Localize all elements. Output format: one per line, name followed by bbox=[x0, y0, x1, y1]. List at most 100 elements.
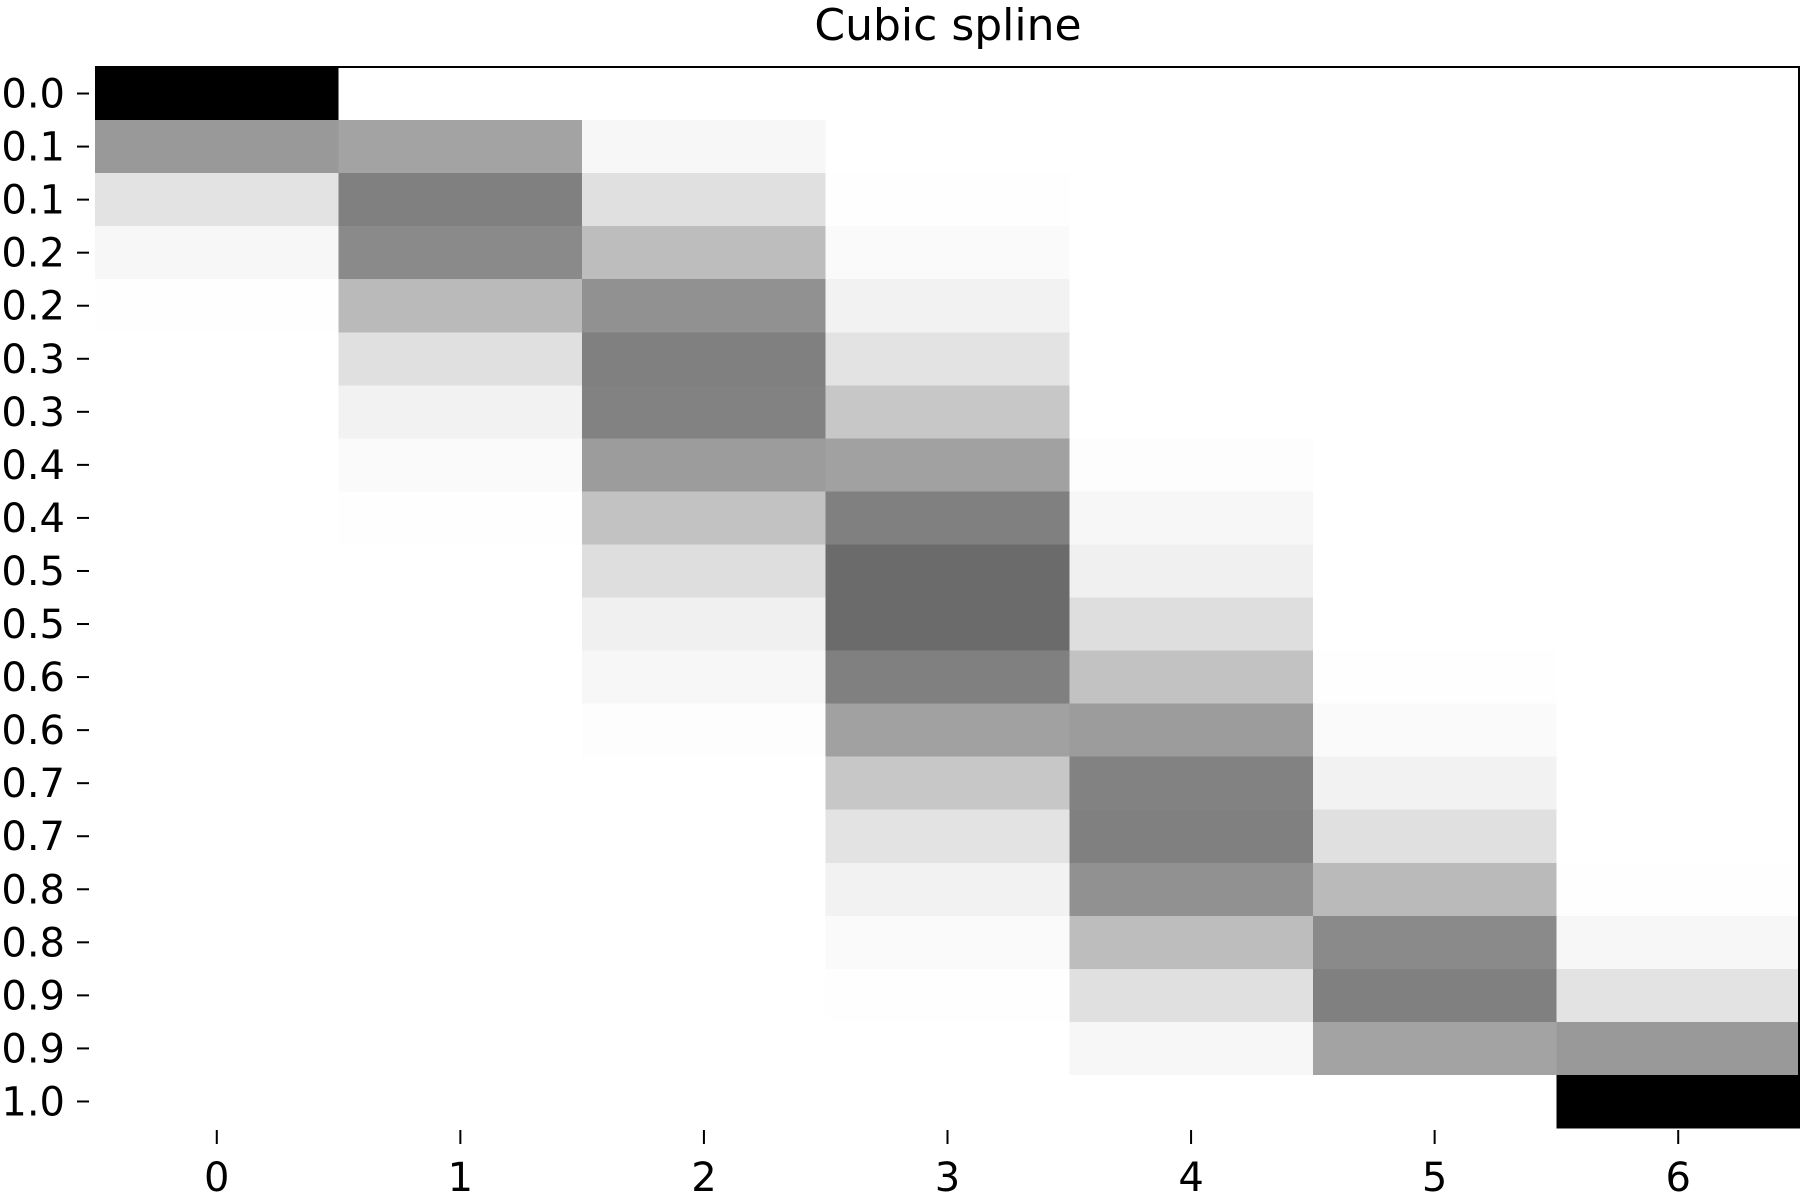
heatmap-cell bbox=[1556, 544, 1800, 599]
heatmap-cell bbox=[1556, 226, 1800, 280]
y-tick-label: 0.8 bbox=[1, 920, 65, 966]
heatmap-cell bbox=[95, 279, 340, 333]
heatmap-cell bbox=[1556, 862, 1800, 917]
heatmap-cell bbox=[338, 491, 583, 546]
heatmap-cell bbox=[825, 915, 1070, 970]
heatmap-cell bbox=[1069, 173, 1314, 227]
heatmap-cell bbox=[1556, 173, 1800, 227]
heatmap-cell bbox=[1069, 756, 1314, 811]
heatmap-cell bbox=[582, 491, 827, 546]
heatmap-cell bbox=[338, 650, 583, 705]
heatmap-cell bbox=[1312, 1021, 1558, 1076]
heatmap-cell bbox=[1312, 173, 1558, 227]
heatmap-cell bbox=[825, 332, 1070, 386]
heatmap-cell bbox=[1556, 1021, 1800, 1076]
heatmap-cell bbox=[338, 809, 583, 864]
y-tick-label: 0.6 bbox=[1, 655, 65, 701]
x-tick-label: 6 bbox=[1665, 1155, 1690, 1200]
heatmap-cell bbox=[1069, 226, 1314, 280]
heatmap-cell bbox=[95, 67, 340, 121]
heatmap-cell bbox=[825, 597, 1070, 652]
heatmap-cell bbox=[1069, 915, 1314, 970]
heatmap-cell bbox=[1556, 385, 1800, 439]
heatmap-cells bbox=[95, 67, 1800, 1129]
heatmap-cell bbox=[95, 491, 340, 546]
y-axis: 0.0 0.1 0.1 0.2 0.2 0.3 0.3 0.4 0.4 0.5 0.5 0.6 0.6 0… bbox=[1, 72, 89, 1125]
heatmap-cell bbox=[825, 650, 1070, 705]
heatmap-cell bbox=[1069, 491, 1314, 546]
heatmap-cell bbox=[1556, 67, 1800, 121]
x-axis: 0 1 2 3 4 5 6 bbox=[204, 1130, 1691, 1200]
heatmap-cell bbox=[582, 385, 827, 439]
heatmap-cell bbox=[338, 173, 583, 227]
heatmap-cell bbox=[1312, 491, 1558, 546]
heatmap-cell bbox=[95, 544, 340, 599]
heatmap-cell bbox=[338, 1021, 583, 1076]
heatmap-cell bbox=[1556, 438, 1800, 492]
heatmap-cell bbox=[95, 120, 340, 174]
x-tick-label: 4 bbox=[1178, 1155, 1203, 1200]
heatmap-cell bbox=[1312, 862, 1558, 917]
heatmap-cell bbox=[582, 756, 827, 811]
y-tick-label: 0.6 bbox=[1, 708, 65, 754]
heatmap-cell bbox=[825, 491, 1070, 546]
heatmap-cell bbox=[825, 173, 1070, 227]
heatmap-cell bbox=[95, 703, 340, 758]
heatmap-cell bbox=[1069, 385, 1314, 439]
heatmap-cell bbox=[95, 1074, 340, 1129]
y-tick-label: 0.9 bbox=[1, 1026, 65, 1072]
heatmap-cell bbox=[1069, 650, 1314, 705]
heatmap-cell bbox=[1312, 1074, 1558, 1129]
heatmap-cell bbox=[1312, 597, 1558, 652]
heatmap-cell bbox=[1556, 650, 1800, 705]
heatmap-cell bbox=[825, 67, 1070, 121]
heatmap-cell bbox=[338, 862, 583, 917]
y-tick-label: 0.4 bbox=[1, 443, 65, 489]
heatmap-cell bbox=[95, 915, 340, 970]
heatmap-cell bbox=[1069, 544, 1314, 599]
heatmap-cell bbox=[1556, 968, 1800, 1023]
heatmap-cell bbox=[95, 385, 340, 439]
heatmap-cell bbox=[582, 809, 827, 864]
heatmap-cell bbox=[338, 544, 583, 599]
y-tick-label: 1.0 bbox=[1, 1079, 65, 1125]
heatmap-cell bbox=[582, 544, 827, 599]
axes-spines bbox=[95, 66, 1800, 1128]
heatmap-cell bbox=[338, 915, 583, 970]
x-tick-label: 0 bbox=[204, 1155, 229, 1200]
heatmap-cell bbox=[1312, 438, 1558, 492]
heatmap-cell bbox=[1312, 968, 1558, 1023]
heatmap-cell bbox=[1312, 120, 1558, 174]
heatmap-cell bbox=[582, 915, 827, 970]
heatmap-cell bbox=[338, 385, 583, 439]
heatmap-cell bbox=[1556, 1074, 1800, 1129]
heatmap-cell bbox=[1556, 279, 1800, 333]
heatmap-cell bbox=[1312, 544, 1558, 599]
heatmap-cell bbox=[1069, 703, 1314, 758]
heatmap-cell bbox=[825, 862, 1070, 917]
heatmap-cell bbox=[338, 703, 583, 758]
heatmap-cell bbox=[1069, 1021, 1314, 1076]
y-tick-label: 0.9 bbox=[1, 973, 65, 1019]
heatmap-cell bbox=[1069, 1074, 1314, 1129]
heatmap-cell bbox=[1312, 809, 1558, 864]
heatmap-cell bbox=[582, 173, 827, 227]
heatmap-cell bbox=[1556, 597, 1800, 652]
heatmap-cell bbox=[1556, 809, 1800, 864]
heatmap-cell bbox=[95, 809, 340, 864]
heatmap-cell bbox=[825, 968, 1070, 1023]
heatmap-cell bbox=[1312, 226, 1558, 280]
heatmap-cell bbox=[582, 1021, 827, 1076]
heatmap-cell bbox=[95, 597, 340, 652]
heatmap-cell bbox=[1556, 915, 1800, 970]
y-tick-label: 0.7 bbox=[1, 761, 65, 807]
y-tick-label: 0.1 bbox=[1, 125, 65, 171]
chart-title: Cubic spline bbox=[814, 0, 1081, 51]
heatmap-cell bbox=[1312, 703, 1558, 758]
heatmap-cell bbox=[1069, 809, 1314, 864]
heatmap-cell bbox=[825, 120, 1070, 174]
heatmap-cell bbox=[582, 120, 827, 174]
heatmap-cell bbox=[825, 226, 1070, 280]
heatmap-cell bbox=[1069, 332, 1314, 386]
heatmap-cell bbox=[1312, 650, 1558, 705]
